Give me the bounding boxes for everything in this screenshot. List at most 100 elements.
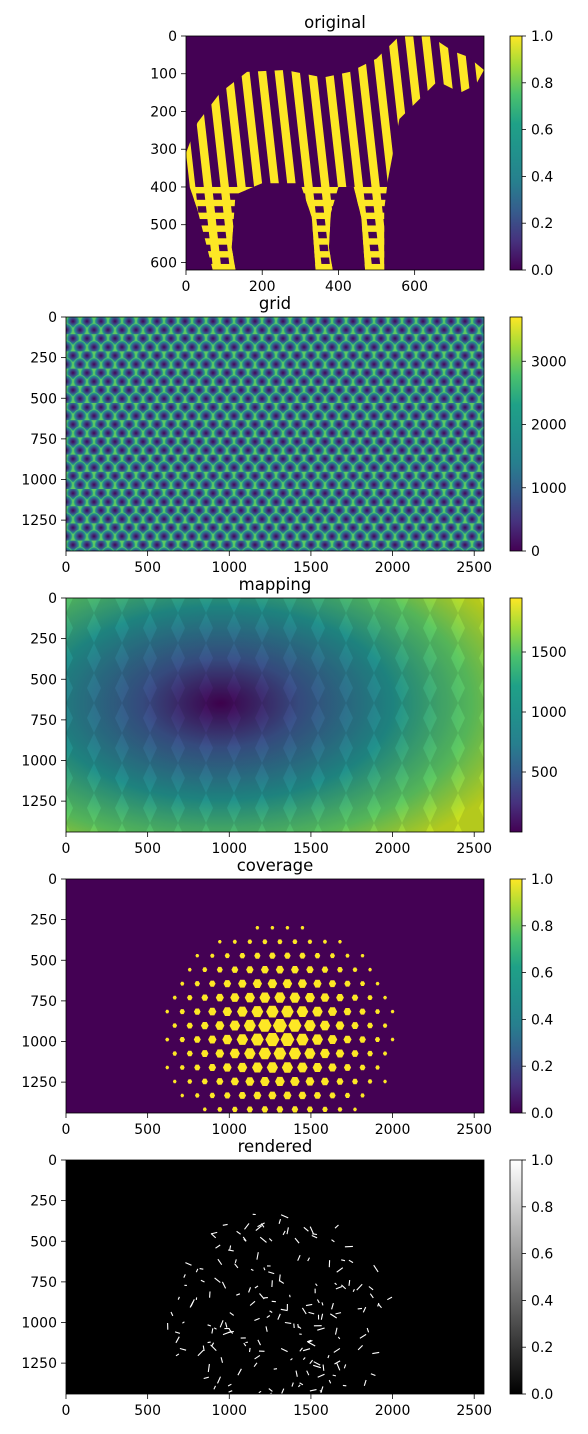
coverage-cell: [312, 1006, 323, 1017]
coverage-cell: [367, 995, 373, 1000]
coverage-cell: [274, 992, 286, 1003]
coverage-cell: [180, 1093, 185, 1098]
coverage-cell: [314, 953, 321, 959]
colorbar-tick-label: 1.0: [531, 1153, 553, 1169]
coverage-cell: [367, 1050, 373, 1057]
chart-title: rendered: [238, 1137, 313, 1156]
rendered-stroke: [211, 1342, 215, 1347]
rendered-stroke: [228, 1328, 234, 1334]
coverage-cell: [390, 1009, 395, 1014]
coverage-cell: [337, 1107, 343, 1112]
coverage-cell: [179, 1065, 185, 1070]
y-tick-label: 300: [150, 142, 177, 158]
rendered-stroke: [207, 1324, 212, 1327]
rendered-stroke: [189, 1301, 194, 1308]
rendered-stroke: [228, 1390, 233, 1393]
coverage-cell: [319, 1020, 331, 1031]
coverage-cell: [193, 1008, 201, 1015]
x-tick-label: 200: [249, 279, 276, 295]
rendered-stroke: [254, 1317, 260, 1322]
rendered-stroke: [279, 1280, 285, 1284]
coverage-cell: [290, 1077, 300, 1086]
rendered-stroke: [297, 1384, 301, 1388]
coverage-cell: [281, 1062, 293, 1073]
coverage-cell: [172, 995, 177, 1000]
colorbar: [509, 878, 523, 1114]
colorbar-tick-label: 0.8: [531, 76, 553, 92]
y-tick-label: 1000: [21, 1316, 57, 1332]
coverage-cell: [238, 979, 247, 988]
rendered-stroke: [357, 1345, 363, 1351]
colorbar-tick-label: 0.6: [531, 966, 553, 982]
coverage-cell: [345, 953, 350, 958]
rendered-stroke: [328, 1379, 332, 1384]
coverage-cell: [335, 1049, 345, 1058]
rendered-stroke: [333, 1347, 341, 1353]
rendered-stroke: [221, 1281, 227, 1289]
coverage-cell: [296, 1006, 309, 1017]
coverage-cell: [215, 1021, 225, 1030]
coverage-cell: [208, 1007, 217, 1016]
grid-image: [66, 317, 484, 551]
coverage-cell: [267, 979, 278, 989]
rendered-stroke: [175, 1336, 180, 1344]
coverage-image: [66, 879, 484, 1113]
rendered-stroke: [366, 1327, 370, 1333]
rendered-stroke: [303, 1226, 309, 1232]
y-tick-label: 500: [30, 1234, 57, 1250]
rendered-stroke: [222, 1223, 228, 1226]
coverage-cell: [359, 1036, 366, 1043]
rendered-stroke: [331, 1239, 335, 1243]
coverage-cell: [304, 1020, 316, 1032]
coverage-cell: [298, 1091, 307, 1100]
rendered-stroke: [282, 1230, 286, 1236]
rendered-stroke: [177, 1296, 180, 1300]
x-tick-label: 400: [325, 279, 352, 295]
coverage-cell: [195, 954, 200, 958]
coverage-cell: [343, 1035, 352, 1044]
rendered-stroke: [174, 1331, 181, 1334]
rendered-stroke: [313, 1364, 321, 1369]
coverage-cell: [351, 1050, 359, 1057]
coverage-cell: [359, 1008, 366, 1015]
rendered-stroke: [336, 1363, 341, 1371]
coverage-cell: [187, 1079, 193, 1084]
x-tick-label: 0: [62, 841, 71, 857]
coverage-cell: [351, 994, 359, 1001]
coverage-cell: [327, 1035, 338, 1044]
rendered-stroke: [317, 1373, 325, 1378]
coverage-cell: [360, 954, 365, 958]
rendered-stroke: [312, 1233, 318, 1236]
rendered-stroke: [243, 1238, 247, 1242]
rendered-stroke: [317, 1327, 325, 1331]
colorbar-tick-label: 0.8: [531, 1200, 553, 1216]
coverage-cell: [243, 1019, 256, 1032]
coverage-cell: [210, 953, 215, 958]
coverage-cell: [208, 1035, 217, 1044]
coverage-cell: [375, 981, 380, 986]
coverage-cell: [297, 1062, 308, 1073]
rendered-stroke: [256, 1252, 259, 1260]
panel-grid: grid 0 500 1000 1500 2000 2500 0 250 500 750 1000 12…: [21, 294, 566, 576]
rendered-stroke: [278, 1274, 281, 1282]
coverage-cell: [209, 980, 216, 987]
rendered-stroke: [278, 1218, 282, 1224]
coverage-cell: [304, 1048, 316, 1059]
rendered-stroke: [197, 1349, 204, 1357]
colorbar-tick-label: 0.2: [531, 216, 553, 232]
coverage-cell: [285, 926, 290, 930]
coverage-cell: [299, 952, 306, 959]
panel-coverage: coverage 0 500 1000 1500 2000 2500 0 250 500 750 10…: [21, 856, 553, 1138]
coverage-cell: [261, 1106, 269, 1113]
colorbar-tick-label: 0.0: [531, 1106, 553, 1122]
coverage-cell: [260, 1077, 270, 1086]
coverage-cell: [343, 1008, 352, 1016]
coverage-cell: [352, 967, 358, 972]
coverage-cell: [375, 1065, 380, 1070]
coverage-cell: [291, 1106, 299, 1113]
colorbar-tick-label: 0.4: [531, 1012, 553, 1028]
x-tick-label: 500: [134, 1403, 161, 1419]
coverage-cell: [229, 1048, 240, 1059]
colorbar-tick-label: 3000: [531, 354, 567, 370]
coverage-cell: [187, 995, 193, 1001]
